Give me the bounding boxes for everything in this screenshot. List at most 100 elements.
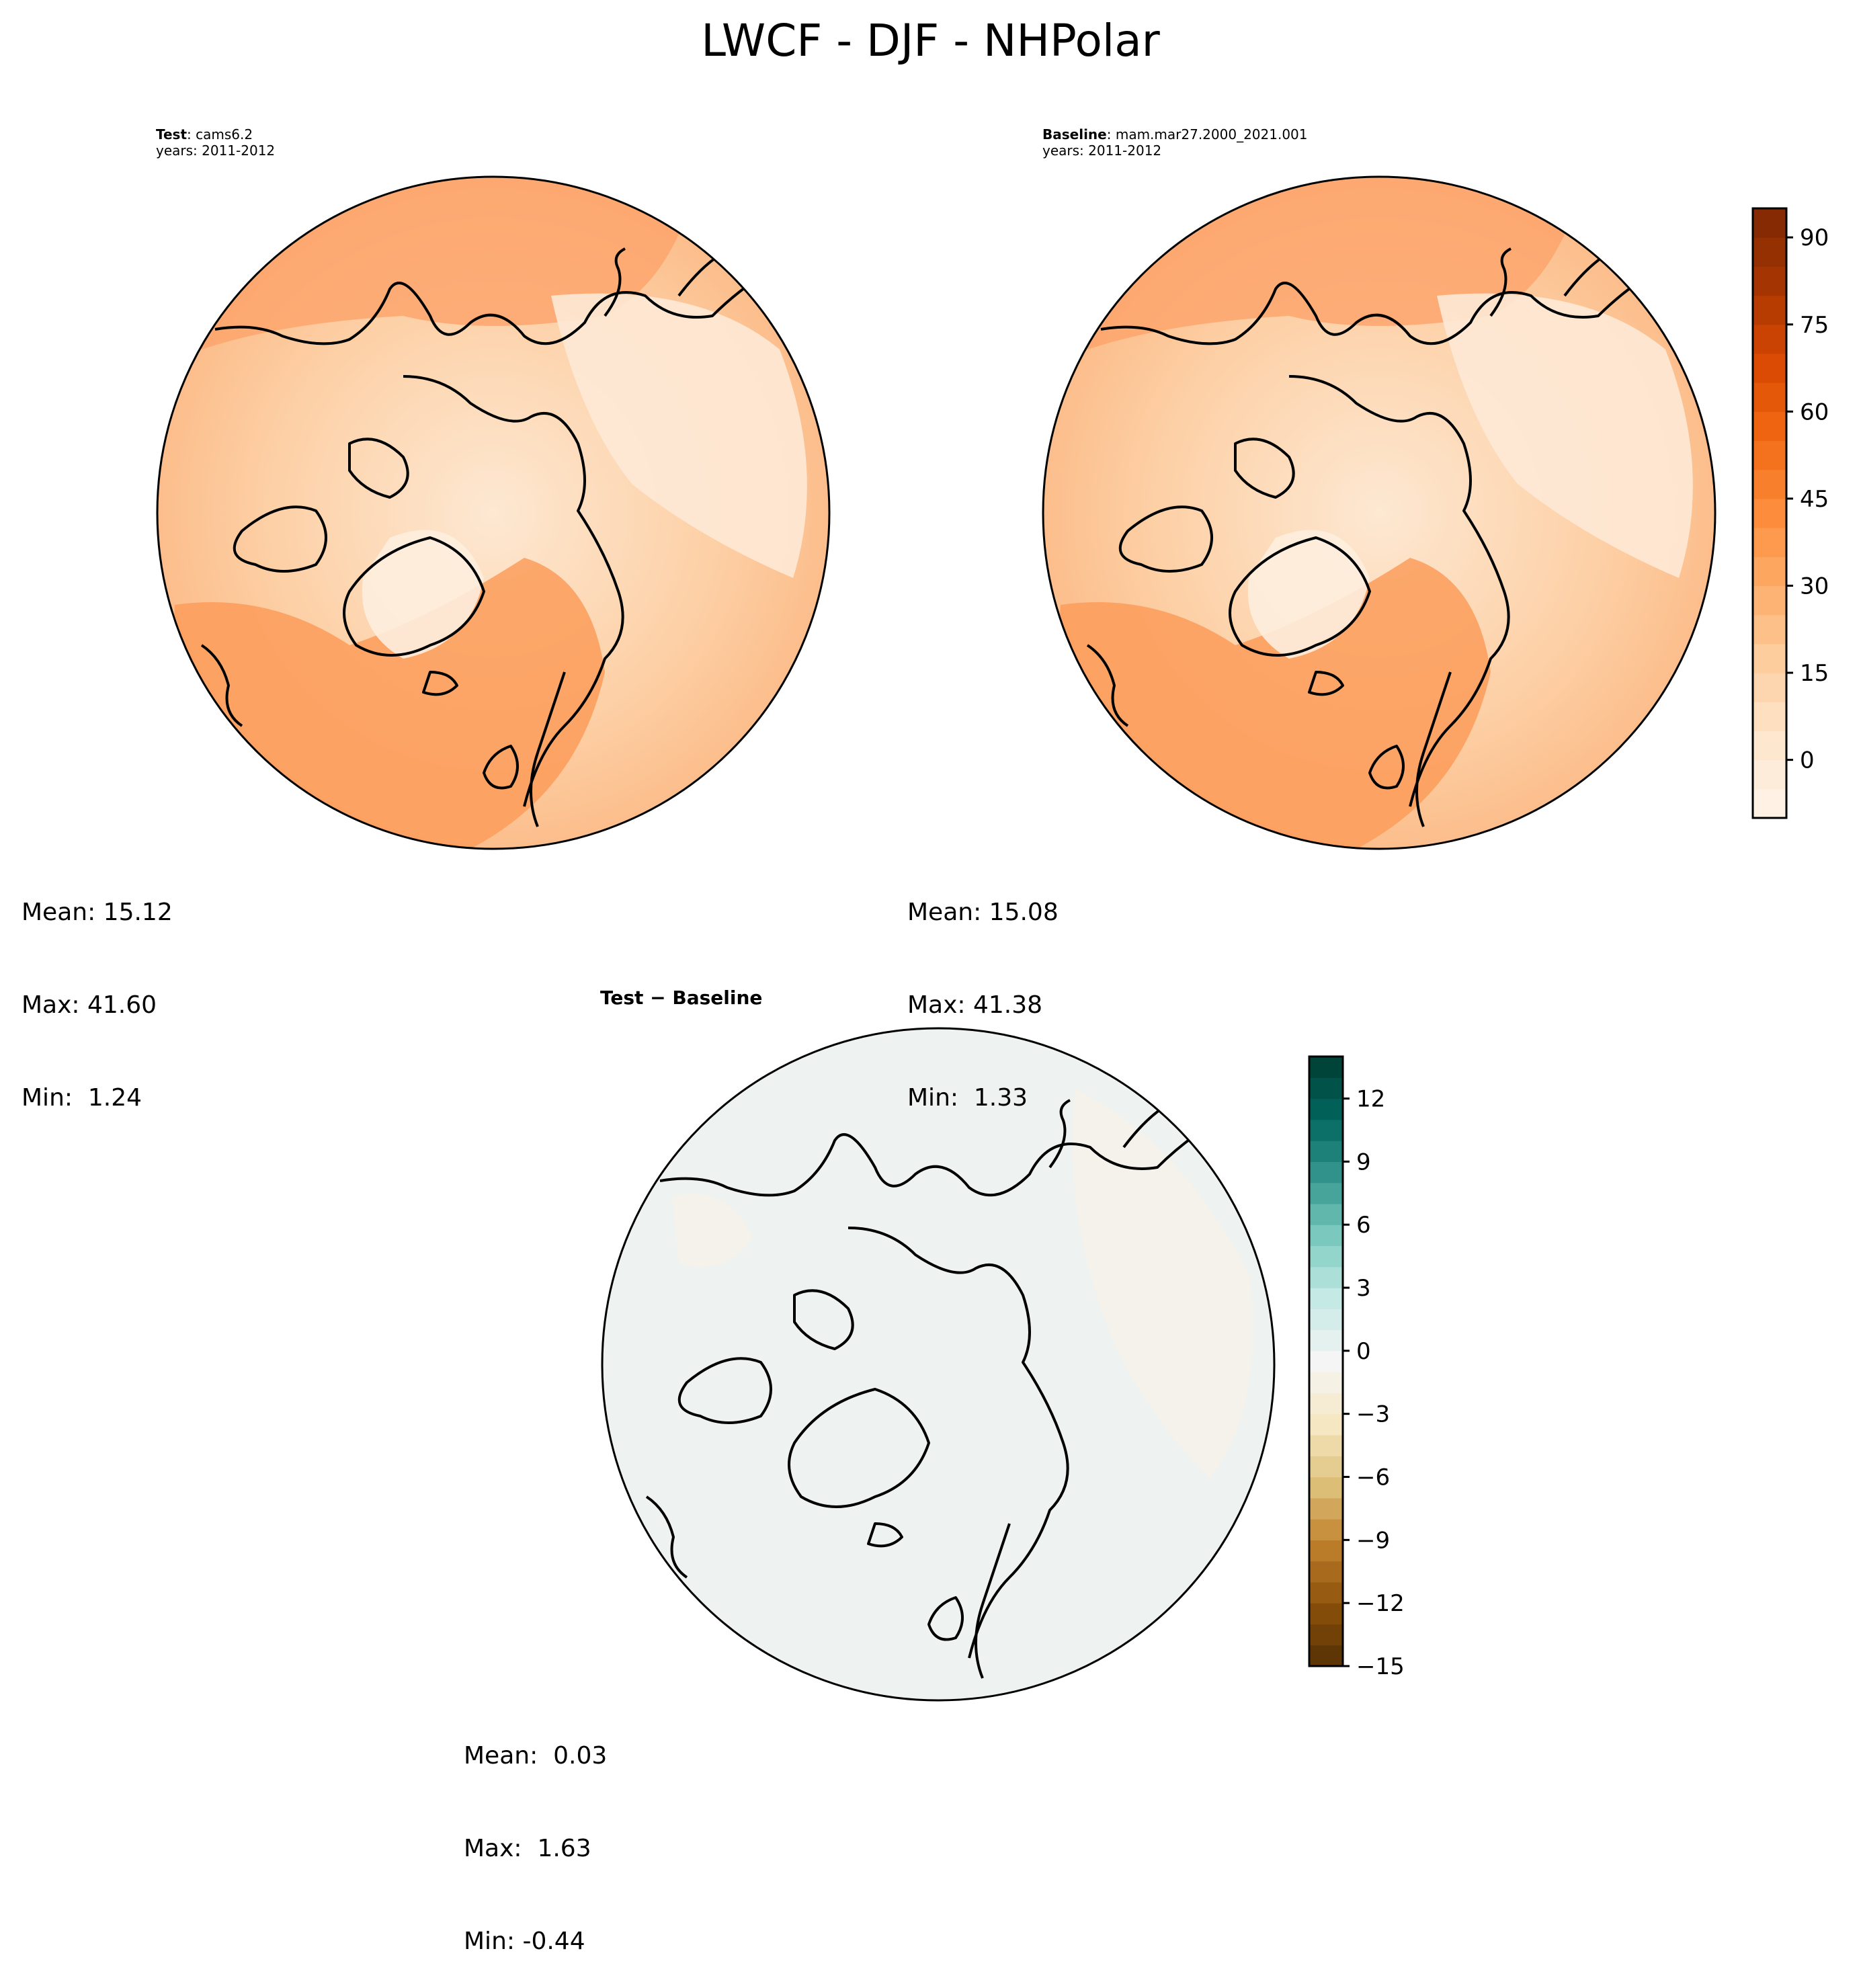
colorbar-lwcf-band: [1753, 237, 1786, 267]
colorbar-difference-tick-label: 12: [1356, 1086, 1385, 1113]
colorbar-lwcf-tick-label: 90: [1800, 224, 1829, 251]
colorbar-lwcf: 0 15 30 45 60 75 90: [1751, 207, 1829, 819]
colorbar-difference-tick-label: 0: [1356, 1338, 1371, 1365]
colorbar-lwcf-band: [1753, 788, 1786, 819]
colorbar-difference-band: [1309, 1561, 1343, 1583]
colorbar-lwcf-frame: [1751, 207, 1788, 819]
colorbar-difference-tick-label: 6: [1356, 1212, 1371, 1239]
colorbar-difference-band: [1309, 1119, 1343, 1141]
colorbar-lwcf-band: [1753, 673, 1786, 702]
colorbar-lwcf-band: [1753, 498, 1786, 528]
test-label-bold: Test: [156, 126, 188, 142]
baseline-years: years: 2011-2012: [1042, 142, 1162, 159]
coastlines: [200, 247, 774, 827]
colorbar-difference-band: [1309, 1434, 1343, 1456]
colorbar-difference-band: [1309, 1645, 1343, 1667]
colorbar-lwcf-tick-label: 60: [1800, 399, 1829, 425]
difference-stats: Mean: 0.03 Max: 1.63 Min: -0.44: [464, 1679, 607, 1988]
test-stats: Mean: 15.12 Max: 41.60 Min: 1.24: [22, 835, 173, 1145]
colorbar-difference-band: [1309, 1309, 1343, 1331]
colorbar-lwcf-band: [1753, 382, 1786, 412]
colorbar-lwcf-band: [1753, 731, 1786, 761]
colorbar-lwcf-band: [1753, 411, 1786, 442]
colorbar-difference-band: [1309, 1245, 1343, 1268]
colorbar-lwcf-band: [1753, 585, 1786, 616]
colorbar-lwcf-band: [1753, 295, 1786, 325]
colorbar-difference: −15 −12 −9 −6 −3 0 3 6 9 12: [1308, 1055, 1405, 1680]
colorbar-difference-tick-label: 3: [1356, 1275, 1371, 1302]
coastlines: [1086, 247, 1660, 827]
colorbar-difference-band: [1309, 1225, 1343, 1247]
difference-title: Test − Baseline: [600, 987, 763, 1009]
colorbar-lwcf-band: [1753, 469, 1786, 499]
colorbar-difference-band: [1309, 1624, 1343, 1646]
colorbar-difference-band: [1309, 1497, 1343, 1520]
colorbar-difference-band: [1309, 1581, 1343, 1604]
colorbar-difference-band: [1309, 1477, 1343, 1499]
baseline-panel-label: Baseline: mam.mar27.2000_2021.001 years:…: [1042, 126, 1308, 159]
difference-min: Min: -0.44: [464, 1928, 585, 1955]
colorbar-difference-band: [1309, 1603, 1343, 1625]
colorbar-difference-band: [1309, 1329, 1343, 1352]
colorbar-difference-tick-label: −3: [1356, 1401, 1390, 1428]
baseline-max: Max: 41.38: [907, 991, 1043, 1019]
cool-region-siberia: [551, 293, 807, 578]
colorbar-lwcf-tick-label: 75: [1800, 312, 1829, 339]
figure-title: LWCF - DJF - NHPolar: [701, 15, 1160, 67]
colorbar-lwcf-tick-label: 15: [1800, 660, 1829, 687]
slight-negative-patch: [672, 1194, 753, 1267]
colorbar-lwcf-band: [1753, 702, 1786, 732]
coastlines: [645, 1099, 1219, 1679]
cool-region-siberia: [1437, 293, 1693, 578]
test-map: [156, 175, 831, 850]
test-max: Max: 41.60: [22, 991, 157, 1019]
slight-negative-patch: [1072, 1089, 1253, 1479]
colorbar-lwcf-band: [1753, 528, 1786, 557]
colorbar-lwcf-band: [1753, 643, 1786, 673]
colorbar-difference-tick-label: 9: [1356, 1149, 1371, 1175]
test-years: years: 2011-2012: [156, 142, 276, 159]
baseline-label-bold: Baseline: [1042, 126, 1107, 142]
colorbar-difference-band: [1309, 1456, 1343, 1478]
baseline-min: Min: 1.33: [907, 1084, 1028, 1112]
difference-map: [601, 1027, 1276, 1702]
colorbar-difference-tick-label: −6: [1356, 1464, 1390, 1491]
colorbar-difference-band: [1309, 1393, 1343, 1415]
cool-region-greenland: [362, 530, 484, 659]
colorbar-difference-band: [1309, 1519, 1343, 1540]
colorbar-lwcf-tick-label: 45: [1800, 486, 1829, 513]
colorbar-difference-band: [1309, 1141, 1343, 1162]
test-label-value: : cams6.2: [187, 126, 253, 142]
baseline-stats: Mean: 15.08 Max: 41.38 Min: 1.33: [907, 835, 1059, 1145]
colorbar-difference-band: [1309, 1288, 1343, 1309]
colorbar-lwcf-band: [1753, 353, 1786, 383]
colorbar-difference-band: [1309, 1372, 1343, 1394]
colorbar-lwcf-band: [1753, 208, 1786, 238]
colorbar-lwcf-tick-label: 0: [1800, 747, 1815, 774]
colorbar-lwcf-band: [1753, 266, 1786, 296]
cool-region-greenland: [1247, 530, 1370, 659]
colorbar-difference-tick-label: −12: [1356, 1590, 1405, 1617]
colorbar-difference-frame: [1308, 1055, 1344, 1667]
test-mean: Mean: 15.12: [22, 899, 173, 926]
test-panel-label: Test: cams6.2 years: 2011-2012: [156, 126, 275, 159]
colorbar-difference-band: [1309, 1413, 1343, 1436]
colorbar-difference-band: [1309, 1077, 1343, 1100]
baseline-map: [1042, 175, 1717, 850]
colorbar-lwcf-band: [1753, 440, 1786, 470]
figure-canvas: 0 15 30 45 60 75 90 −15 −12 −9 −6 −3 0 3 6 9 12: [156, 175, 1829, 1702]
colorbar-lwcf-tick-label: 30: [1800, 573, 1829, 599]
colorbar-difference-band: [1309, 1057, 1343, 1078]
baseline-label-value: : mam.mar27.2000_2021.001: [1106, 126, 1308, 142]
difference-mean: Mean: 0.03: [464, 1742, 608, 1770]
colorbar-difference-band: [1309, 1266, 1343, 1288]
colorbar-difference-tick-label: −15: [1356, 1653, 1405, 1680]
colorbar-difference-band: [1309, 1098, 1343, 1120]
colorbar-lwcf-band: [1753, 759, 1786, 790]
colorbar-difference-band: [1309, 1540, 1343, 1562]
colorbar-difference-band: [1309, 1350, 1343, 1372]
colorbar-difference-band: [1309, 1203, 1343, 1225]
difference-max: Max: 1.63: [464, 1835, 591, 1862]
colorbar-difference-band: [1309, 1182, 1343, 1204]
colorbar-lwcf-band: [1753, 614, 1786, 645]
